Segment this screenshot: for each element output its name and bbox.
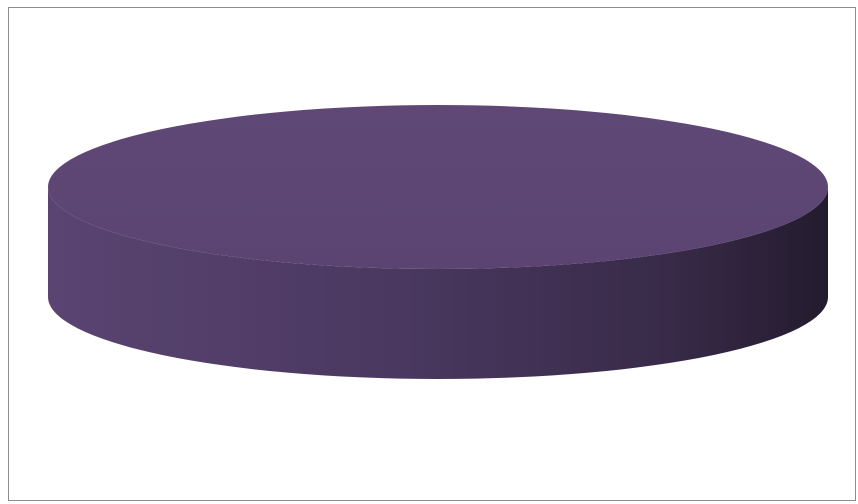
pie-slices [48,105,828,379]
pie-slice-side [48,187,828,379]
pie-slice [48,105,828,269]
